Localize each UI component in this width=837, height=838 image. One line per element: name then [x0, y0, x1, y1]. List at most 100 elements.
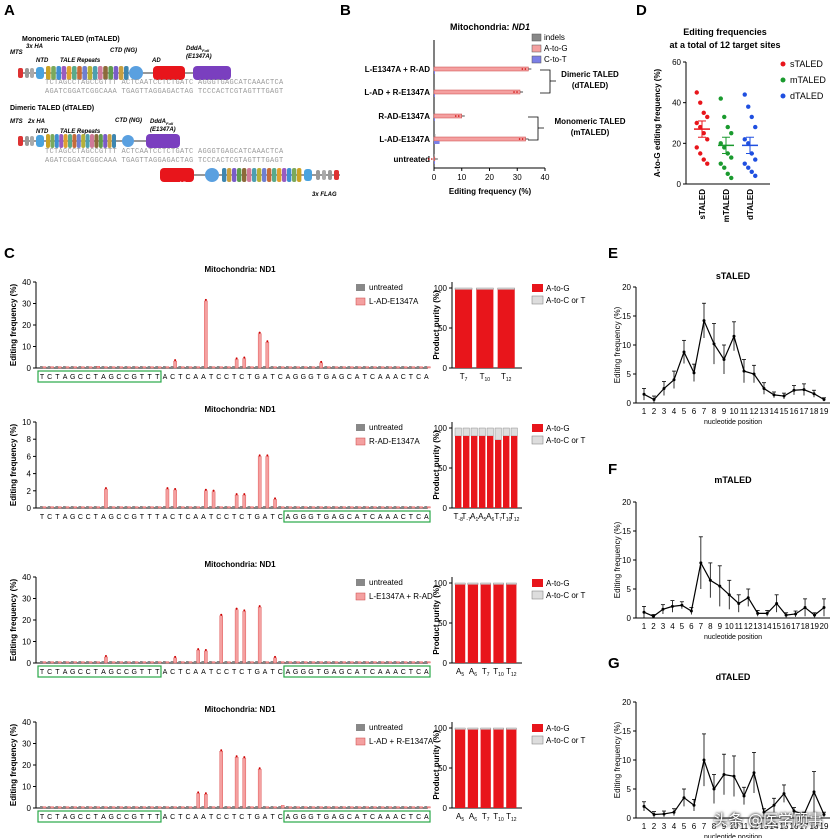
purity-x-tick-label: A6	[469, 812, 477, 823]
seq-base: T	[270, 669, 275, 676]
seq-base: G	[301, 814, 306, 821]
x-tick-label: 8	[708, 622, 713, 631]
bar-treated	[357, 661, 362, 664]
seq-base: T	[232, 669, 237, 676]
bar-untreated	[116, 506, 120, 508]
legend-label: sTALED	[790, 59, 823, 69]
seq-base: T	[155, 669, 160, 676]
legend-swatch	[531, 33, 542, 42]
seq-base: C	[239, 669, 244, 676]
bar-treated	[242, 494, 247, 509]
purity-x-tick-label: A5	[456, 812, 464, 823]
bar-treated	[396, 366, 400, 369]
y-tick-label: 0	[27, 364, 32, 373]
bar-untreated	[55, 366, 59, 368]
bar-treated	[327, 661, 331, 664]
data-point	[220, 613, 223, 616]
seq-base: G	[324, 374, 329, 381]
label-ha: 3x HA	[26, 44, 43, 50]
data-point	[672, 378, 676, 382]
bar-untreated	[424, 366, 428, 368]
seq-base: A	[393, 669, 398, 676]
seq-base: G	[108, 374, 113, 381]
data-point	[243, 493, 246, 496]
bar-treated	[242, 358, 247, 369]
purity-x-tick-label: T10	[501, 512, 512, 523]
seq-base: C	[216, 814, 221, 821]
bar-untreated	[301, 661, 305, 663]
x-tick-label: 15	[780, 407, 789, 416]
bar-untreated	[101, 506, 105, 508]
bar-untreated	[147, 366, 151, 368]
seq-base: G	[293, 514, 298, 521]
bar-treated	[211, 366, 216, 369]
tale-repeat	[98, 66, 103, 80]
legend-marker	[780, 77, 786, 83]
purity-x-tick-label: T10	[493, 667, 504, 678]
data-point	[204, 488, 207, 491]
data-point	[722, 145, 727, 150]
bar-treated	[373, 366, 377, 369]
bar-treated	[234, 494, 239, 509]
bar-treated	[427, 806, 431, 809]
data-point	[792, 809, 796, 813]
data-point	[813, 613, 817, 617]
bar-untreated	[278, 806, 281, 808]
bar-untreated	[70, 661, 74, 663]
y-tick-label: 20	[622, 498, 631, 507]
tale-repeat	[257, 168, 262, 182]
seq-base: T	[147, 514, 152, 521]
bar-untreated	[170, 806, 174, 808]
data-point	[692, 803, 696, 807]
bar-treated	[196, 649, 200, 664]
y-tick-label: 0	[627, 614, 632, 623]
tale-site-box	[37, 665, 162, 678]
y-tick-label: 30	[22, 300, 31, 309]
bar-treated	[165, 366, 170, 369]
bar-untreated	[116, 806, 120, 808]
bar-atog	[433, 136, 526, 142]
bar-treated	[257, 333, 262, 369]
bar-untreated	[47, 806, 51, 808]
data-point	[521, 138, 524, 140]
bar-treated	[196, 366, 200, 369]
panel-letter-c: C	[4, 245, 15, 262]
bar-untreated	[178, 661, 182, 663]
mono-title: Monomeric TALED (mTALED)	[22, 36, 120, 43]
bar-treated	[311, 661, 316, 664]
mono-seq-bottom: AGATCGGATCGGCAAA TGAGTTAGGAGACTAG TCCCAC…	[45, 88, 284, 96]
data-point	[524, 68, 527, 70]
data-point	[258, 454, 261, 457]
seq-base: T	[409, 374, 414, 381]
bar-untreated	[339, 806, 343, 808]
data-point	[725, 171, 730, 177]
label-ddda: DddAFull	[186, 46, 210, 53]
seq-base: G	[70, 514, 75, 521]
seq-base: C	[216, 514, 221, 521]
bar-treated	[403, 661, 408, 664]
data-point	[701, 130, 706, 136]
mono-seq-top: TCTAGCCTAGCCGTTT ACTCAATCCTCTGATC AGGGTG…	[45, 79, 284, 87]
x-axis-title: Editing frequency (%)	[449, 187, 532, 196]
data-point	[243, 356, 246, 359]
legend-swatch	[355, 592, 366, 601]
mts-block	[18, 68, 23, 78]
bar-treated	[88, 506, 93, 509]
bar-untreated	[324, 506, 328, 508]
legend-swatch	[355, 737, 366, 746]
tale-repeat	[262, 168, 267, 182]
bar-untreated	[332, 506, 335, 508]
ddda-block	[193, 66, 231, 80]
seq-base: C	[347, 374, 352, 381]
bar-untreated	[262, 806, 266, 808]
bar-untreated	[378, 366, 381, 368]
bar-treated	[88, 806, 93, 809]
bar-treated	[419, 506, 423, 509]
tale-repeat	[107, 134, 112, 148]
purity-x-tick-label: T10	[480, 372, 491, 383]
y-tick-label: 20	[22, 616, 31, 625]
bar-atog	[433, 113, 462, 119]
bar-untreated	[162, 806, 166, 808]
data-point	[651, 614, 655, 618]
seq-base: A	[332, 814, 337, 821]
